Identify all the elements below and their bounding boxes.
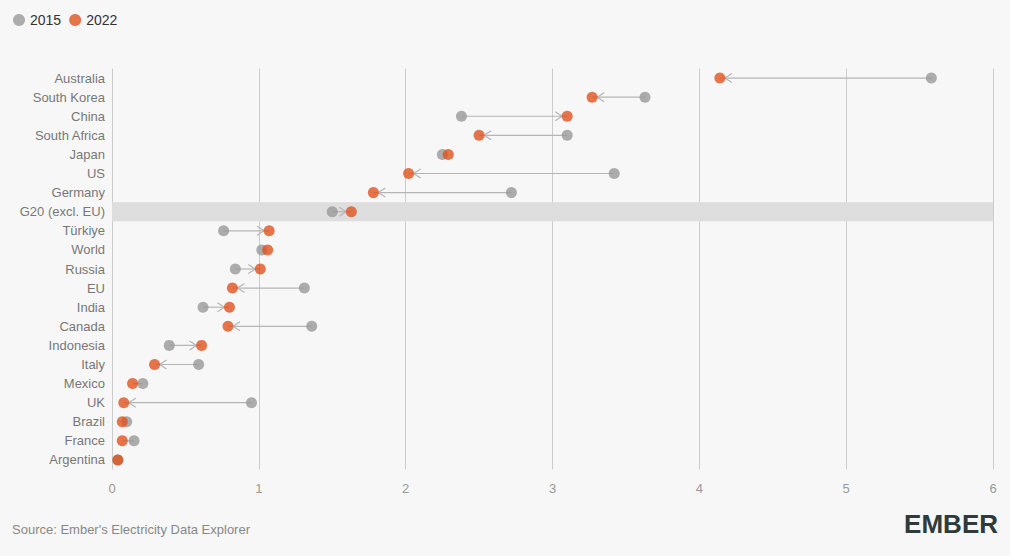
- svg-text:Germany: Germany: [52, 185, 106, 200]
- svg-text:World: World: [71, 242, 105, 257]
- svg-text:UK: UK: [87, 395, 105, 410]
- svg-text:Source: Ember's Electricity Da: Source: Ember's Electricity Data Explore…: [12, 522, 251, 537]
- svg-text:Mexico: Mexico: [64, 376, 105, 391]
- svg-text:India: India: [77, 300, 106, 315]
- svg-text:EU: EU: [87, 281, 105, 296]
- svg-text:Italy: Italy: [81, 357, 105, 372]
- svg-text:Japan: Japan: [70, 147, 105, 162]
- svg-text:Indonesia: Indonesia: [49, 338, 106, 353]
- svg-text:China: China: [71, 109, 106, 124]
- svg-text:US: US: [87, 166, 105, 181]
- svg-text:1: 1: [255, 481, 262, 496]
- svg-text:2022: 2022: [86, 12, 117, 28]
- svg-text:0: 0: [108, 481, 115, 496]
- svg-text:France: France: [65, 433, 105, 448]
- svg-text:6: 6: [989, 481, 996, 496]
- svg-text:2015: 2015: [30, 12, 61, 28]
- svg-text:Russia: Russia: [65, 262, 106, 277]
- svg-text:2: 2: [402, 481, 409, 496]
- svg-text:South Korea: South Korea: [33, 90, 106, 105]
- svg-text:EMBER: EMBER: [904, 509, 998, 539]
- svg-text:G20 (excl. EU): G20 (excl. EU): [20, 204, 105, 219]
- svg-text:3: 3: [549, 481, 556, 496]
- svg-text:4: 4: [696, 481, 703, 496]
- svg-text:Canada: Canada: [59, 319, 105, 334]
- svg-text:5: 5: [843, 481, 850, 496]
- svg-text:Australia: Australia: [54, 71, 105, 86]
- svg-text:Türkiye: Türkiye: [62, 223, 105, 238]
- svg-text:Brazil: Brazil: [72, 414, 105, 429]
- svg-text:South Africa: South Africa: [35, 128, 106, 143]
- svg-text:Argentina: Argentina: [49, 452, 105, 467]
